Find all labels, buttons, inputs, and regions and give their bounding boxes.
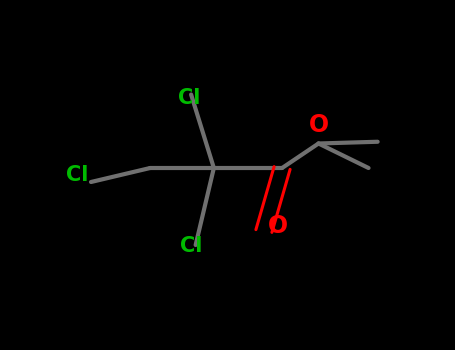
Text: O: O [308, 112, 329, 136]
Text: Cl: Cl [66, 165, 89, 185]
Text: O: O [268, 214, 288, 238]
Text: Cl: Cl [180, 236, 202, 256]
Text: Cl: Cl [177, 88, 200, 107]
